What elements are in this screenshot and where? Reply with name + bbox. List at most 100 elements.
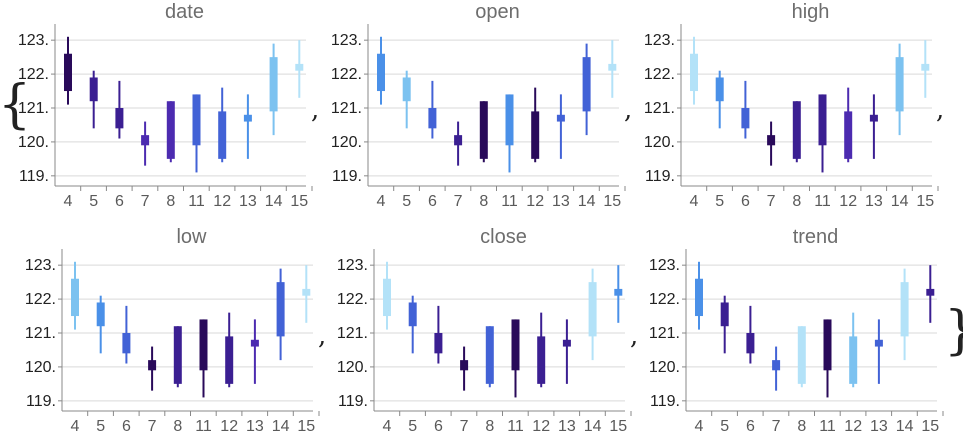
x-tick-label: 7: [148, 418, 157, 435]
x-tick-label: 4: [64, 193, 73, 210]
candle-body: [428, 108, 437, 129]
candle-body: [582, 57, 591, 112]
x-tick-label: 6: [746, 418, 755, 435]
panel-title: open: [475, 1, 520, 23]
panel-title: low: [176, 226, 207, 248]
x-tick-label: 4: [71, 418, 80, 435]
separator-3: ,: [936, 95, 944, 125]
y-tick-label: 123.: [25, 257, 56, 274]
x-tick-label: 15: [290, 193, 308, 210]
candle-body: [454, 135, 463, 146]
x-tick-label: 7: [460, 418, 469, 435]
separator-4: ,: [318, 321, 326, 351]
y-tick-label: 123.: [649, 257, 680, 274]
close-brace: }: [944, 301, 963, 361]
candle-body: [818, 94, 827, 146]
x-tick-label: 11: [188, 193, 205, 210]
x-tick-label: 15: [921, 418, 939, 435]
candle-body: [537, 336, 546, 384]
candle-body: [608, 63, 617, 71]
candle-body: [926, 288, 935, 296]
x-tick-label: 14: [891, 193, 909, 210]
candle-body: [115, 108, 124, 129]
x-tick-label: 5: [96, 418, 105, 435]
x-tick-label: 14: [896, 418, 914, 435]
y-tick-label: 120.: [18, 134, 49, 151]
y-tick-label: 123.: [337, 257, 368, 274]
candle-body: [122, 333, 131, 354]
candle-body: [874, 339, 883, 347]
x-tick-label: 8: [173, 418, 182, 435]
candle-body: [173, 326, 182, 384]
panel-low: low 119. 120. 121. 122. 123. 4 5 6 7 8 11 12 13 14 15: [25, 226, 320, 435]
y-tick-label: 121.: [25, 325, 56, 342]
candle-body: [823, 319, 832, 371]
x-tick-label: 5: [720, 418, 729, 435]
panel-trend: trend 119. 120. 121. 122. 123. 4 5 6 7 8 11 12 13 14 15: [649, 226, 944, 435]
x-tick-label: 7: [141, 193, 150, 210]
separator-1: ,: [311, 95, 319, 125]
x-tick-label: 5: [89, 193, 98, 210]
panel-open: open 119. 120. 121. 122. 123. 4 5 6 7 8 11 12 13 14 15: [331, 1, 626, 210]
y-tick-label: 120.: [331, 134, 362, 151]
x-tick-label: 12: [526, 193, 544, 210]
x-tick-label: 15: [603, 193, 621, 210]
x-tick-label: 4: [690, 193, 699, 210]
candle-body: [269, 57, 278, 112]
y-tick-label: 122.: [331, 66, 362, 83]
separator-2: ,: [624, 95, 632, 125]
candle-body: [900, 282, 909, 337]
y-tick-label: 119.: [645, 168, 675, 185]
y-tick-label: 121.: [644, 100, 675, 117]
candle-body: [741, 108, 750, 129]
candle-body: [64, 53, 72, 92]
x-tick-label: 13: [870, 418, 888, 435]
y-tick-label: 119.: [26, 393, 56, 410]
y-tick-label: 121.: [337, 325, 368, 342]
x-tick-label: 8: [485, 418, 494, 435]
candle-body: [797, 326, 806, 384]
candle-body: [511, 319, 520, 371]
x-tick-label: 4: [383, 418, 392, 435]
candle-body: [166, 101, 175, 159]
x-tick-label: 13: [239, 193, 257, 210]
x-tick-label: 15: [609, 418, 627, 435]
x-tick-label: 7: [767, 193, 776, 210]
y-tick-label: 122.: [25, 291, 56, 308]
separator-5: ,: [630, 321, 638, 351]
x-tick-label: 8: [166, 193, 175, 210]
x-tick-label: 5: [715, 193, 724, 210]
candle-body: [844, 111, 853, 159]
candle-body: [792, 101, 801, 159]
x-tick-label: 12: [213, 193, 231, 210]
y-tick-label: 123.: [18, 32, 49, 49]
x-tick-label: 13: [552, 193, 570, 210]
x-tick-label: 12: [844, 418, 862, 435]
y-tick-label: 123.: [331, 32, 362, 49]
candle-body: [243, 114, 252, 122]
candle-body: [746, 333, 755, 354]
candle-body: [556, 114, 565, 122]
candle-body: [485, 326, 494, 384]
x-tick-label: 12: [220, 418, 238, 435]
candle-body: [921, 63, 930, 71]
x-tick-label: 11: [195, 418, 212, 435]
candle-body: [402, 77, 411, 102]
y-tick-label: 120.: [25, 359, 56, 376]
y-tick-label: 120.: [337, 359, 368, 376]
y-tick-label: 119.: [650, 393, 680, 410]
x-tick-label: 12: [839, 193, 857, 210]
x-tick-label: 11: [501, 193, 518, 210]
x-tick-label: 11: [507, 418, 524, 435]
candle-body: [199, 319, 208, 371]
candle-body: [505, 94, 514, 146]
candle-body: [250, 339, 259, 347]
y-tick-label: 122.: [649, 291, 680, 308]
panel-title: close: [480, 226, 527, 248]
y-tick-label: 121.: [18, 100, 49, 117]
x-tick-label: 14: [584, 418, 602, 435]
x-tick-label: 15: [297, 418, 315, 435]
x-tick-label: 15: [916, 193, 934, 210]
x-tick-label: 6: [428, 193, 437, 210]
panel-title: trend: [793, 226, 839, 248]
